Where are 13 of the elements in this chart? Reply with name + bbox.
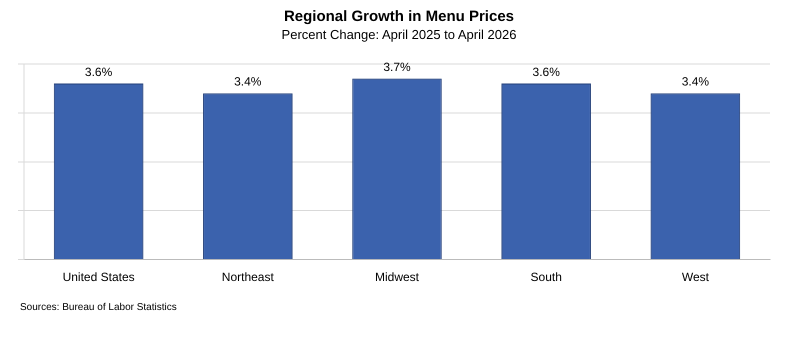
x-tick-label: Midwest [374, 270, 420, 284]
x-tick-label: West [682, 270, 710, 284]
chart-title: Regional Growth in Menu Prices [282, 8, 516, 25]
data-label: 3.6% [84, 64, 113, 79]
data-label: 3.4% [234, 74, 262, 89]
data-label: 3.4% [682, 74, 710, 89]
data-label: 3.6% [532, 64, 560, 79]
source-note: Sources: Bureau of Labor Statistics [20, 302, 178, 313]
data-label: 3.7% [383, 60, 411, 74]
x-tick-label: Northeast [222, 270, 274, 284]
x-tick-label: United States [62, 270, 135, 284]
x-tick-label: South [530, 270, 562, 284]
chart-subtitle: Percent Change: April 2025 to April 2026 [280, 27, 518, 42]
